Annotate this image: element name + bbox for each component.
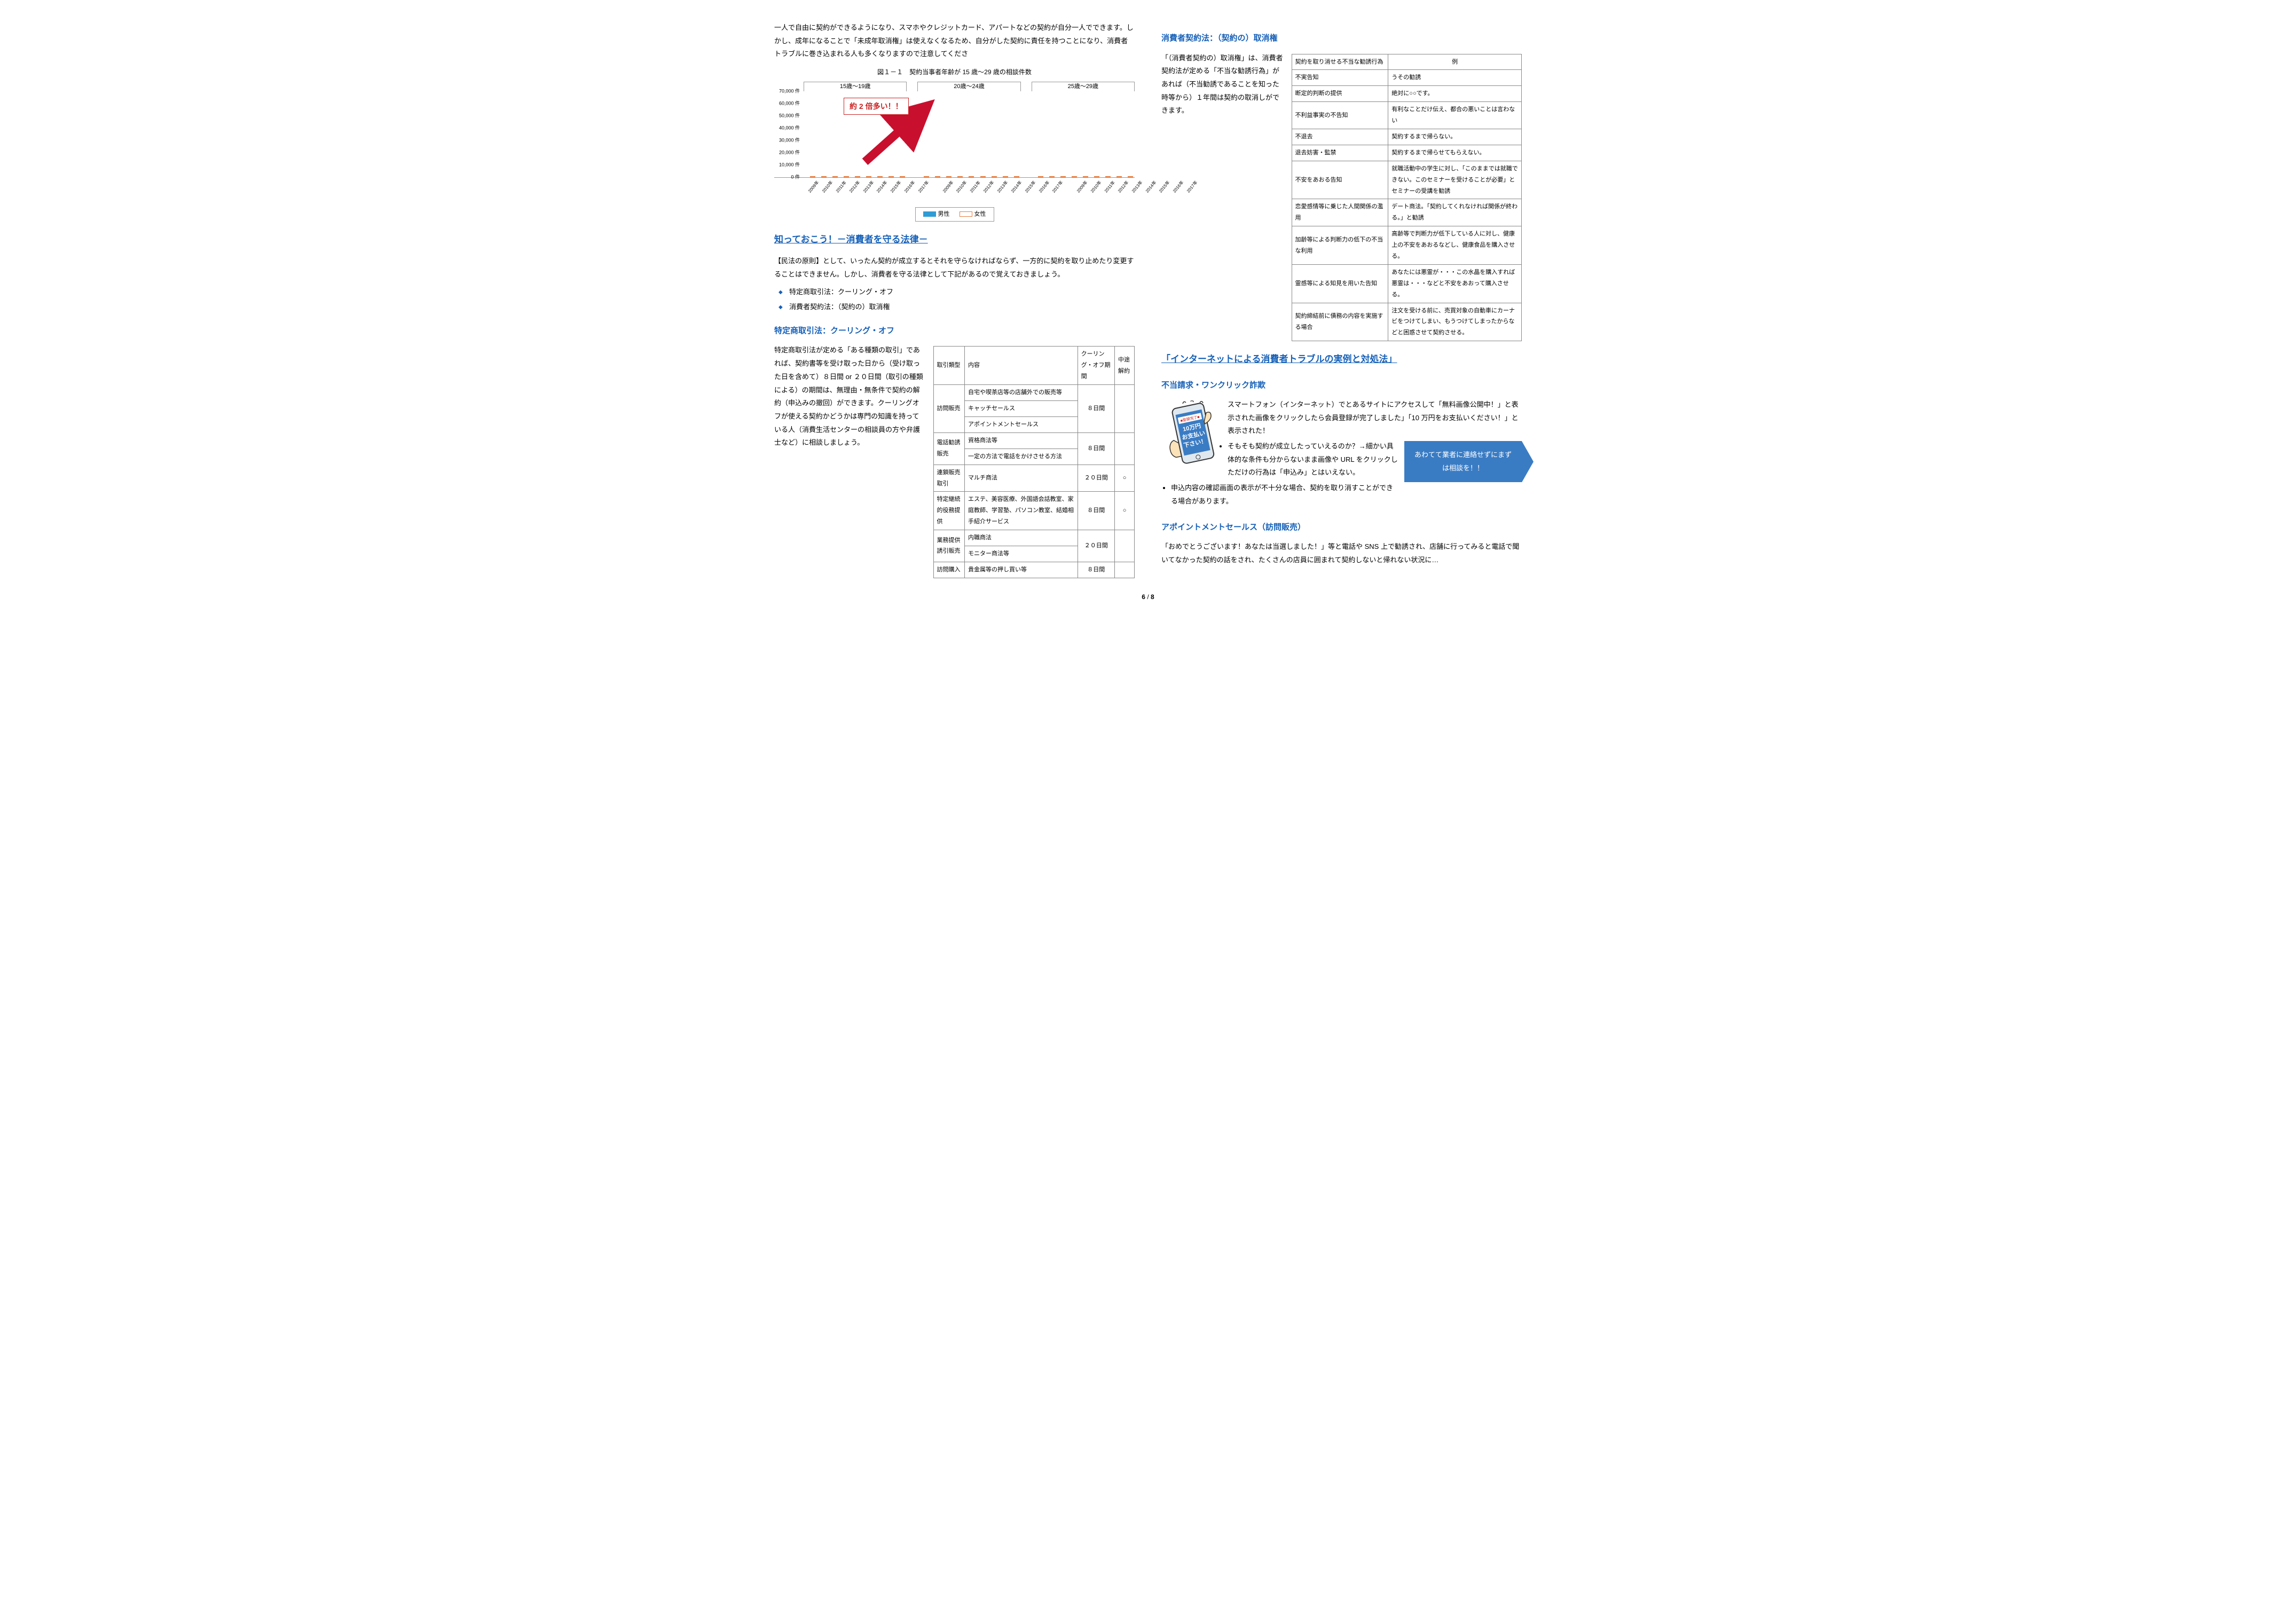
cancel-table: 契約を取り消せる不当な勧誘行為例不実告知うその勧誘断定的判断の提供絶対に○○です… xyxy=(1292,54,1522,342)
table-row: 訪問販売自宅や喫茶店等の店舗外での販売等８日間 xyxy=(933,385,1135,401)
col-header: 契約を取り消せる不当な勧誘行為 xyxy=(1292,54,1388,70)
know-bullets: 特定商取引法：クーリング・オフ消費者契約法：（契約の）取消権 xyxy=(789,286,1135,314)
table-row: 不利益事実の不告知有利なことだけ伝え、都合の悪いことは言わない xyxy=(1292,102,1522,129)
table-row: 業務提供誘引販売内職商法２０日間 xyxy=(933,530,1135,546)
chart-area: 0 件10,000 件20,000 件30,000 件40,000 件50,00… xyxy=(774,82,1135,178)
table-row: 電話勧誘販売資格商法等８日間 xyxy=(933,432,1135,448)
table-row: 不実告知うその勧誘 xyxy=(1292,70,1522,86)
col-header: 内容 xyxy=(964,347,1078,385)
col-header: 例 xyxy=(1388,54,1522,70)
table-row: 退去妨害・監禁契約するまで帰らせてもらえない。 xyxy=(1292,145,1522,161)
chart-title: 図１－１ 契約当事者年齢が 15 歳～29 歳の相談件数 xyxy=(774,66,1135,78)
page-number: 6 / 8 xyxy=(27,591,2269,603)
cooling-para: 特定商取引法が定める「ある種類の取引」であれば、契約書等を受け取った日から（受け… xyxy=(774,344,926,450)
table-row: 加齢等による判断力の低下の不当な利用高齢等で判断力が低下している人に対し、健康上… xyxy=(1292,226,1522,265)
col-header: 取引類型 xyxy=(933,347,964,385)
know-para: 【民法の原則】として、いったん契約が成立するとそれを守らなければならず、一方的に… xyxy=(774,255,1135,281)
table-row: 不安をあおる告知就職活動中の学生に対し、「このままでは就職できない。このセミナー… xyxy=(1292,161,1522,199)
heading-appointment-sales: アポイントメントセールス（訪問販売） xyxy=(1161,520,1522,536)
chart-callout: 約 2 倍多い！！ xyxy=(844,98,909,115)
bullet-item: 申込内容の確認画面の表示が不十分な場合、契約を取り消すことができる場合があります… xyxy=(1171,482,1522,508)
heading-cancel-right: 消費者契約法：（契約の）取消権 xyxy=(1161,31,1522,46)
table-row: 契約締結前に債務の内容を実施する場合注文を受ける前に、売買対象の自動車にカーナビ… xyxy=(1292,303,1522,341)
table-row: 断定的判断の提供絶対に○○です。 xyxy=(1292,86,1522,102)
intro-para: 一人で自由に契約ができるようになり、スマホやクレジットカード、アパートなどの契約… xyxy=(774,21,1135,61)
heading-one-click: 不当請求・ワンクリック詐欺 xyxy=(1161,378,1522,394)
bullet-item: 消費者契約法：（契約の）取消権 xyxy=(789,301,1135,314)
bullet-item: 特定商取引法：クーリング・オフ xyxy=(789,286,1135,299)
table-row: 連鎖販売取引マルチ商法２０日間○ xyxy=(933,465,1135,492)
table-row: 特定継続的役務提供エステ、美容医療、外国語会話教室、家庭教師、学習塾、パソコン教… xyxy=(933,492,1135,530)
table-row: 不退去契約するまで帰らない。 xyxy=(1292,129,1522,145)
chart-1-1: 図１－１ 契約当事者年齢が 15 歳～29 歳の相談件数 0 件10,000 件… xyxy=(774,66,1135,222)
appoint-para: 「おめでとうございます！あなたは当選しました！」等と電話や SNS 上で勧誘され… xyxy=(1161,540,1522,566)
table-row: 訪問購入貴金属等の押し買い等８日間 xyxy=(933,562,1135,578)
cooling-off-table: 取引類型内容クーリング・オフ期間中途解約訪問販売自宅や喫茶店等の店舗外での販売等… xyxy=(933,346,1135,578)
heading-know-laws: 知っておこう！－消費者を守る法律－ xyxy=(774,231,1135,248)
table-row: 霊感等による知見を用いた告知あなたには悪霊が・・・この水晶を購入すれば悪霊は・・… xyxy=(1292,264,1522,303)
heading-internet-trouble: 「インターネットによる消費者トラブルの実例と対処法」 xyxy=(1161,351,1522,368)
smartphone-icon: ■登録完了■ 10万円 お支払い 下さい！ xyxy=(1161,400,1220,470)
chart-legend: 男性 女性 xyxy=(915,207,994,222)
col-header: 中途解約 xyxy=(1115,347,1135,385)
advice-callout: あわてて業者に連絡せずにまずは相談を！！ xyxy=(1404,441,1522,482)
heading-cooling-off: 特定商取引法：クーリング・オフ xyxy=(774,324,1135,339)
table-row: 恋愛感情等に乗じた人間関係の濫用デート商法。「契約してくれなければ関係が終わる。… xyxy=(1292,199,1522,226)
cancel-para: 「（消費者契約の）取消権」は、消費者契約法が定める「不当な勧誘行為」があれば（不… xyxy=(1161,52,1284,117)
col-header: クーリング・オフ期間 xyxy=(1078,347,1114,385)
